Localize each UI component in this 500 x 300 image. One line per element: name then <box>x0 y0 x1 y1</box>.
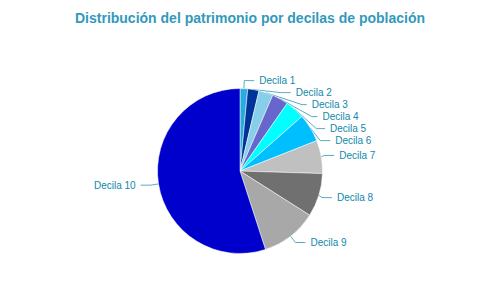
svg-text:Decila 2: Decila 2 <box>296 87 333 98</box>
svg-text:Decila 5: Decila 5 <box>330 123 367 134</box>
svg-text:Distribución del patrimonio po: Distribución del patrimonio por decilas … <box>75 10 425 26</box>
svg-text:Decila 9: Decila 9 <box>310 237 347 248</box>
svg-text:Decila 7: Decila 7 <box>339 150 376 161</box>
svg-text:Decila 4: Decila 4 <box>322 111 359 122</box>
svg-text:Decila 6: Decila 6 <box>335 135 372 146</box>
svg-text:Decila 3: Decila 3 <box>312 99 349 110</box>
svg-text:Decila 1: Decila 1 <box>259 75 296 86</box>
svg-text:Decila 10: Decila 10 <box>94 180 136 191</box>
svg-text:Decila 8: Decila 8 <box>337 192 374 203</box>
